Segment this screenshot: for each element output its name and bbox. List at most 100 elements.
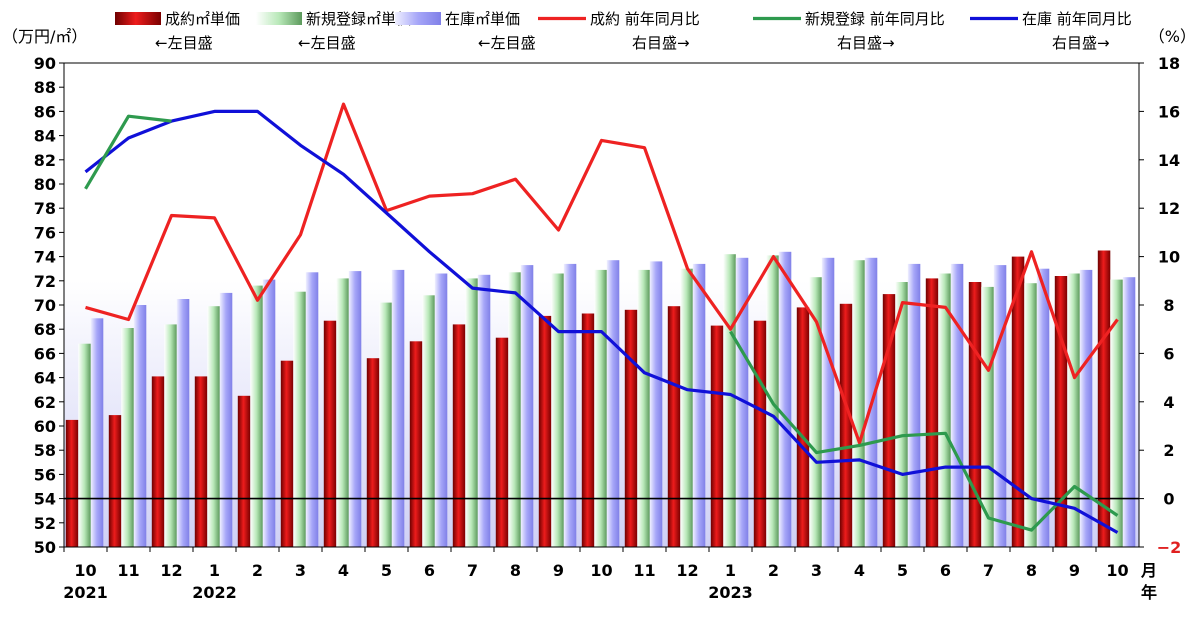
x-tick-label: 9 xyxy=(553,561,564,580)
left-tick-label: 54 xyxy=(34,490,56,509)
right-axis-unit: （%） xyxy=(1149,27,1196,46)
right-tick-label: 18 xyxy=(1158,54,1180,73)
x-tick-label: 7 xyxy=(467,561,478,580)
x-tick-label: 3 xyxy=(295,561,306,580)
line-series-1 xyxy=(85,102,1119,445)
left-tick-label: 66 xyxy=(34,344,56,363)
x-tick-label: 9 xyxy=(1069,561,1080,580)
bar-2-18 xyxy=(852,260,865,547)
bar-1-16 xyxy=(753,320,767,547)
x-tick-label: 7 xyxy=(983,561,994,580)
bar-1-11 xyxy=(538,315,552,547)
bar-2-3 xyxy=(207,306,220,547)
bar-1-5 xyxy=(280,360,294,547)
x-tick-label: 5 xyxy=(897,561,908,580)
bar-2-1 xyxy=(121,328,134,547)
x-tick-label: 10 xyxy=(1106,561,1128,580)
bar-2-20 xyxy=(938,273,951,547)
right-tick-label: 14 xyxy=(1158,151,1180,170)
bar-3-22 xyxy=(1036,268,1050,547)
month-axis-label: 月 xyxy=(1140,561,1157,580)
left-tick-label: 58 xyxy=(34,441,56,460)
bar-2-19 xyxy=(895,282,908,547)
bar-2-14 xyxy=(680,268,693,547)
bar-1-4 xyxy=(237,395,251,548)
legend-label-3: 在庫㎡単価 xyxy=(445,10,520,28)
lines-layer xyxy=(84,102,1119,534)
axes-layer xyxy=(59,62,1144,552)
bar-2-12 xyxy=(594,269,607,547)
bar-3-4 xyxy=(262,279,276,547)
bar-3-1 xyxy=(133,305,147,547)
legend-label-5: 新規登録 前年同月比 xyxy=(805,10,945,28)
x-tick-label: 10 xyxy=(590,561,612,580)
legend-label-2: 新規登録㎡単価 xyxy=(306,10,411,28)
bar-3-10 xyxy=(520,265,534,547)
legend-axis-note-1: ←左目盛 xyxy=(155,34,213,52)
bar-1-13 xyxy=(624,309,638,547)
bar-2-10 xyxy=(508,272,521,547)
bar-2-24 xyxy=(1110,279,1123,547)
bar-3-11 xyxy=(563,263,577,547)
legend-swatch-2 xyxy=(256,12,302,25)
bar-3-24 xyxy=(1122,277,1136,547)
bar-2-21 xyxy=(981,286,994,547)
bar-2-15 xyxy=(723,254,736,547)
left-tick-label: 68 xyxy=(34,320,56,339)
left-tick-label: 72 xyxy=(34,272,56,291)
left-tick-label: 88 xyxy=(34,78,56,97)
bar-3-2 xyxy=(176,299,190,547)
left-tick-label: 84 xyxy=(34,127,56,146)
x-tick-label: 1 xyxy=(725,561,736,580)
x-tick-label: 12 xyxy=(676,561,698,580)
x-tick-label: 8 xyxy=(1026,561,1037,580)
legend-label-6: 在庫 前年同月比 xyxy=(1022,10,1132,28)
bar-3-23 xyxy=(1079,269,1093,547)
legend-axis-note-5: 右目盛→ xyxy=(837,34,895,52)
bar-2-0 xyxy=(78,343,91,547)
bar-1-1 xyxy=(108,415,122,547)
bar-3-16 xyxy=(778,251,792,548)
bar-1-6 xyxy=(323,320,337,547)
right-tick-label: 10 xyxy=(1158,248,1180,267)
bar-2-23 xyxy=(1067,273,1080,547)
bar-2-17 xyxy=(809,277,822,547)
line-series-4 xyxy=(84,114,172,190)
legend-axis-note-2: ←左目盛 xyxy=(298,34,356,52)
x-tick-label: 11 xyxy=(633,561,655,580)
left-tick-label: 82 xyxy=(34,151,56,170)
right-tick-label: 4 xyxy=(1163,393,1174,412)
bar-1-14 xyxy=(667,306,681,547)
bar-3-17 xyxy=(821,257,835,547)
right-tick-label: 2 xyxy=(1163,441,1174,460)
x-tick-label: 4 xyxy=(854,561,865,580)
x-tick-label: 12 xyxy=(160,561,182,580)
bar-3-20 xyxy=(950,263,964,547)
right-tick-label: 12 xyxy=(1158,199,1180,218)
bar-1-7 xyxy=(366,358,380,547)
legend-axis-note-6: 右目盛→ xyxy=(1052,34,1110,52)
bar-1-17 xyxy=(796,307,810,547)
legend-swatch-1 xyxy=(115,12,161,25)
legend-label-4: 成約 前年同月比 xyxy=(590,10,700,28)
bar-2-22 xyxy=(1024,283,1037,547)
bar-2-8 xyxy=(422,295,435,547)
year-label: 2023 xyxy=(708,583,753,602)
left-tick-label: 50 xyxy=(34,538,56,557)
year-label: 2021 xyxy=(63,583,108,602)
bar-2-13 xyxy=(637,269,650,547)
bar-1-20 xyxy=(925,278,939,547)
bar-3-19 xyxy=(907,263,921,547)
right-tick-label: 8 xyxy=(1163,296,1174,315)
bar-3-5 xyxy=(305,272,319,547)
left-tick-label: 70 xyxy=(34,296,56,315)
bar-1-18 xyxy=(839,303,853,547)
legend-axis-note-3: ←左目盛 xyxy=(478,34,536,52)
bar-3-14 xyxy=(692,263,706,547)
x-tick-label: 6 xyxy=(424,561,435,580)
x-tick-label: 10 xyxy=(74,561,96,580)
right-tick-label: 16 xyxy=(1158,102,1180,121)
x-tick-label: 2 xyxy=(768,561,779,580)
x-tick-label: 8 xyxy=(510,561,521,580)
legend-label-1: 成約㎡単価 xyxy=(165,10,240,28)
